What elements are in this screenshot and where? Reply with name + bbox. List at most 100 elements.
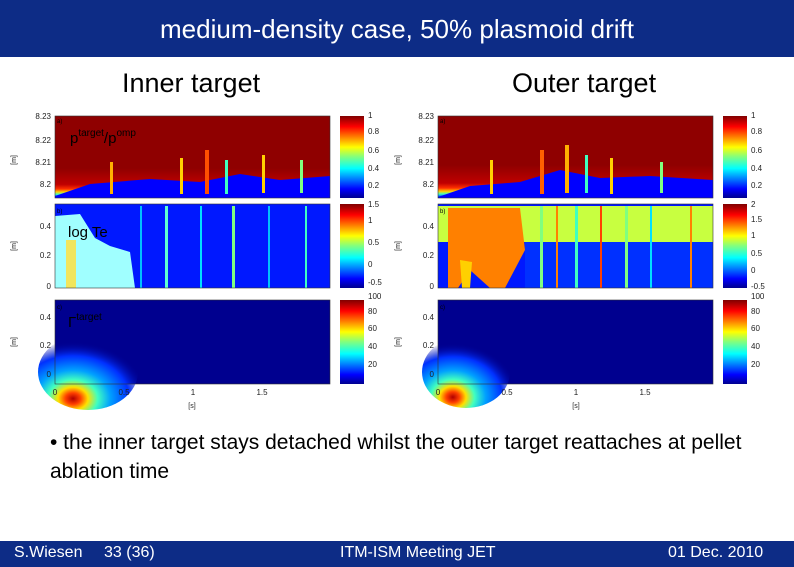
outer-tag-c: c) xyxy=(440,305,445,311)
title-bar xyxy=(0,0,794,57)
outer-ytick: 0 xyxy=(430,370,435,379)
outer-panel-a-frame xyxy=(437,115,714,199)
inner-cbar-tick: 80 xyxy=(368,307,377,316)
outer-cbar-tick: 0.5 xyxy=(751,249,763,258)
outer-cbar-ticks-a: 1 0.8 0.6 0.4 0.2 xyxy=(751,111,763,190)
inner-panel-c-frame xyxy=(54,299,331,385)
outer-xtick: 0.5 xyxy=(501,388,513,397)
outer-target-heading: Outer target xyxy=(512,68,657,98)
outer-cbar-tick: 1.5 xyxy=(751,215,763,224)
outer-tag-a: a) xyxy=(440,119,445,125)
outer-xtick: 1.5 xyxy=(639,388,651,397)
outer-cbar-tick: 0.6 xyxy=(751,146,763,155)
inner-label-a: ptarget/pomp xyxy=(70,128,136,147)
outer-cbar-tick: 80 xyxy=(751,307,760,316)
outer-yticks-c: 0.4 0.2 0 xyxy=(423,313,435,379)
inner-yticks-b: 0.4 0.2 0 xyxy=(40,222,52,291)
inner-cbar-ticks-a: 1 0.8 0.6 0.4 0.2 xyxy=(368,111,380,190)
inner-ylabel-c: [m] xyxy=(11,337,18,347)
inner-cbar-tick: 0 xyxy=(368,260,373,269)
outer-ytick: 0.2 xyxy=(423,251,435,260)
outer-cbar-ticks-b: 2 1.5 1 0.5 0 -0.5 xyxy=(751,200,765,291)
outer-colorbar-b xyxy=(723,204,747,288)
inner-ytick: 8.23 xyxy=(35,112,51,121)
inner-xtick: 0.5 xyxy=(118,388,130,397)
inner-ytick: 8.22 xyxy=(35,136,51,145)
inner-colorbar-c xyxy=(340,300,364,384)
inner-ytick: 8.21 xyxy=(35,158,51,167)
inner-ylabel-b: [m] xyxy=(11,241,18,251)
inner-cbar-tick: -0.5 xyxy=(368,278,382,287)
outer-ytick: 8.2 xyxy=(423,180,435,189)
outer-cbar-tick: -0.5 xyxy=(751,282,765,291)
outer-xtick: 1 xyxy=(574,388,579,397)
inner-xlabel: [s] xyxy=(188,403,195,410)
inner-panel-c-flux-peak xyxy=(38,334,138,410)
inner-panel-a-lowfield xyxy=(55,174,330,198)
outer-ytick: 8.21 xyxy=(418,158,434,167)
inner-xtick: 0 xyxy=(53,388,58,397)
footer-date: 01 Dec. 2010 xyxy=(668,544,764,561)
inner-cbar-tick: 0.2 xyxy=(368,181,380,190)
inner-cbar-tick: 40 xyxy=(368,342,377,351)
footer-page: 33 (36) xyxy=(104,544,155,561)
outer-target-figure: a) b) c) [m] [m] [m] 8.23 8.22 8.21 8.2 … xyxy=(395,111,765,410)
outer-panel-b-frame xyxy=(437,203,714,289)
inner-ytick: 0.4 xyxy=(40,222,52,231)
outer-ylabel-c: [m] xyxy=(395,337,402,347)
inner-label-c: Γtarget xyxy=(68,312,102,331)
inner-panel-a-spikes xyxy=(110,150,303,194)
inner-tag-c: c) xyxy=(57,305,62,311)
inner-cbar-tick: 0.6 xyxy=(368,146,380,155)
inner-panel-b-frame xyxy=(54,203,331,289)
outer-cbar-tick: 40 xyxy=(751,342,760,351)
outer-cbar-tick: 0.4 xyxy=(751,164,763,173)
inner-colorbar-b xyxy=(340,204,364,288)
inner-cbar-tick: 100 xyxy=(368,292,382,301)
outer-panel-b-cold-region xyxy=(525,242,713,288)
bullet-text: • the inner target stays detached whilst… xyxy=(50,431,742,483)
outer-cbar-tick: 0.2 xyxy=(751,181,763,190)
outer-cbar-tick: 1 xyxy=(751,231,756,240)
inner-panel-b-streaks xyxy=(140,206,307,288)
inner-ylabel-a: [m] xyxy=(11,155,18,165)
outer-panel-c-frame xyxy=(437,299,714,385)
inner-target-heading: Inner target xyxy=(122,68,261,98)
inner-yticks-c: 0.4 0.2 0 xyxy=(40,313,52,379)
outer-cbar-tick: 2 xyxy=(751,200,756,209)
inner-cbar-tick: 1 xyxy=(368,216,373,225)
inner-cbar-tick: 20 xyxy=(368,360,377,369)
outer-cbar-tick: 0 xyxy=(751,266,756,275)
outer-yticks-b: 0.4 0.2 0 xyxy=(423,222,435,291)
outer-cbar-tick: 60 xyxy=(751,324,760,333)
outer-ytick: 8.23 xyxy=(418,112,434,121)
outer-ylabel-b: [m] xyxy=(395,241,402,251)
footer-event: ITM-ISM Meeting JET xyxy=(340,544,496,561)
inner-tag-a: a) xyxy=(57,119,62,125)
outer-cbar-tick: 20 xyxy=(751,360,760,369)
inner-colorbar-a xyxy=(340,116,364,198)
outer-xticks: 0 0.5 1 1.5 xyxy=(436,388,651,397)
outer-ytick: 8.22 xyxy=(418,136,434,145)
inner-cbar-tick: 0.4 xyxy=(368,164,380,173)
heatmap-figure: ptarget/pomp log Te Γtarget a) b) c) [m]… xyxy=(11,111,765,410)
outer-panel-c-flux-peak xyxy=(422,336,510,408)
outer-xlabel: [s] xyxy=(572,403,579,410)
outer-cbar-tick: 0.8 xyxy=(751,127,763,136)
inner-xtick: 1.5 xyxy=(256,388,268,397)
footer-bar: S.Wiesen 33 (36) ITM-ISM Meeting JET 01 … xyxy=(0,541,794,567)
slide-title: medium-density case, 50% plasmoid drift xyxy=(160,14,634,44)
outer-ylabel-a: [m] xyxy=(395,155,402,165)
outer-cbar-tick: 100 xyxy=(751,292,765,301)
inner-cbar-tick: 1.5 xyxy=(368,200,380,209)
outer-panel-a-spikes xyxy=(490,145,663,194)
outer-panel-b-hot-core xyxy=(460,260,472,288)
inner-ytick: 0 xyxy=(47,282,52,291)
inner-target-figure: ptarget/pomp log Te Γtarget a) b) c) [m]… xyxy=(11,111,382,410)
outer-ytick: 0.2 xyxy=(423,341,435,350)
outer-yticks-a: 8.23 8.22 8.21 8.2 xyxy=(418,112,434,189)
outer-panel-b-streaks xyxy=(540,206,692,288)
inner-cbar-ticks-b: 1.5 1 0.5 0 -0.5 xyxy=(368,200,382,287)
inner-tag-b: b) xyxy=(57,209,62,215)
inner-xtick: 1 xyxy=(191,388,196,397)
